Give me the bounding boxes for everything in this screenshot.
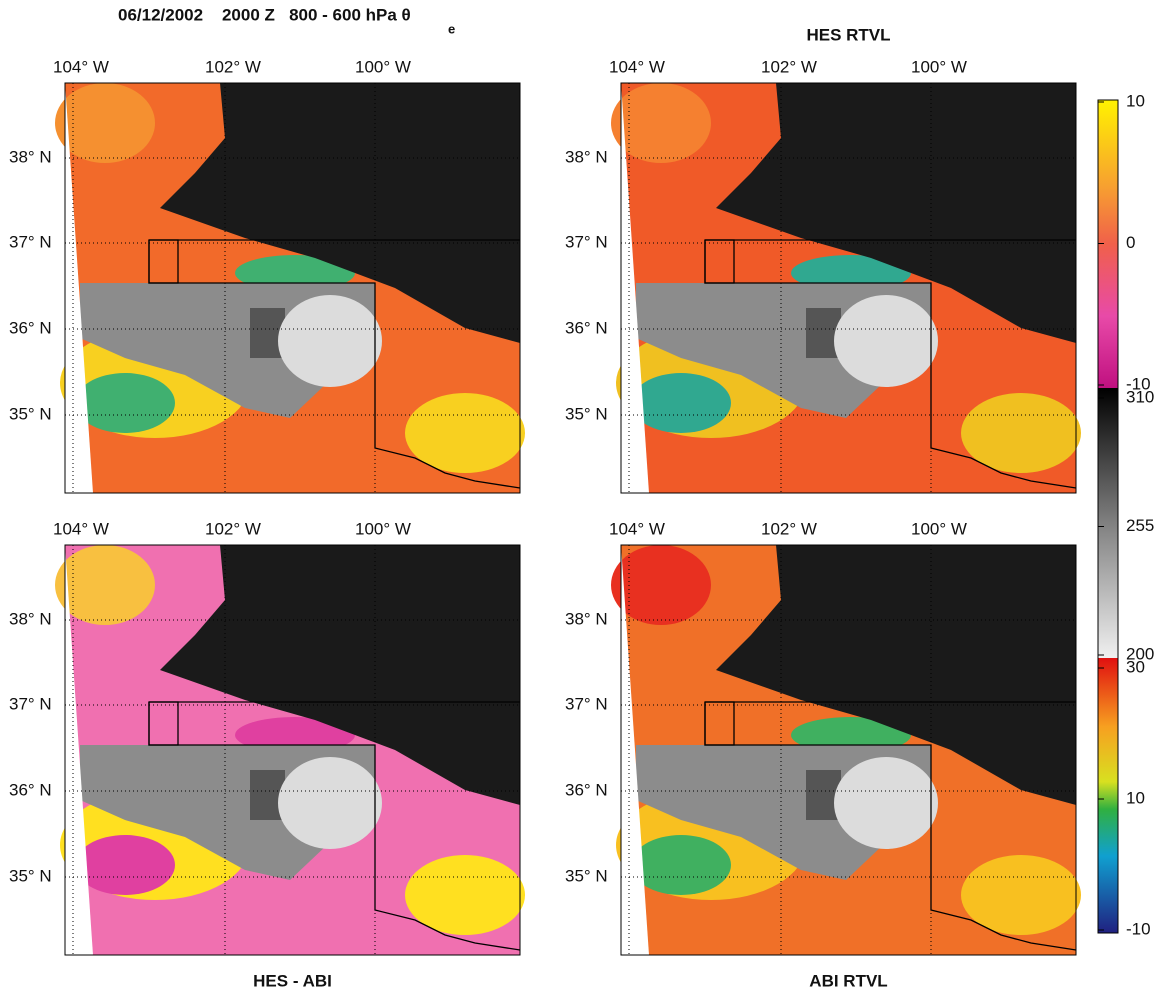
panel-title: HES RTVL bbox=[806, 25, 890, 44]
lat-label: 36° N bbox=[565, 318, 608, 337]
lat-label: 36° N bbox=[9, 318, 52, 337]
field-blob bbox=[611, 83, 711, 163]
lat-label: 35° N bbox=[9, 866, 52, 885]
lon-label: 104° W bbox=[609, 519, 665, 538]
field-blob bbox=[631, 373, 731, 433]
colorbar-label: 0 bbox=[1126, 233, 1135, 252]
colorbar-label: 10 bbox=[1126, 788, 1145, 807]
colorbar-segment bbox=[1098, 388, 1118, 658]
lat-label: 38° N bbox=[9, 147, 52, 166]
colorbar-label: 310 bbox=[1126, 387, 1154, 406]
lat-label: 37° N bbox=[565, 232, 608, 251]
lon-label: 100° W bbox=[911, 57, 967, 76]
panel-title: ABI RTVL bbox=[809, 971, 887, 990]
cloud-white bbox=[278, 295, 382, 387]
colorbar-segment bbox=[1098, 658, 1118, 933]
lat-label: 36° N bbox=[9, 780, 52, 799]
lat-label: 38° N bbox=[565, 609, 608, 628]
lat-label: 37° N bbox=[9, 694, 52, 713]
field-blob bbox=[75, 373, 175, 433]
cloud-white bbox=[834, 757, 938, 849]
lon-label: 104° W bbox=[53, 519, 109, 538]
colorbar-label: 255 bbox=[1126, 516, 1154, 535]
panel-title: HES - ABI bbox=[253, 971, 332, 990]
title-subscript: e bbox=[448, 21, 455, 36]
lon-label: 102° W bbox=[761, 519, 817, 538]
field-blob bbox=[405, 855, 525, 935]
field-blob bbox=[75, 835, 175, 895]
lon-label: 102° W bbox=[761, 57, 817, 76]
colorbar-label: 30 bbox=[1126, 657, 1145, 676]
lon-label: 100° W bbox=[355, 57, 411, 76]
page: {"title":"06/12/2002 2000 Z 800 - 600 hP… bbox=[0, 0, 1163, 999]
title: 06/12/2002 2000 Z 800 - 600 hPa θ bbox=[118, 5, 411, 24]
lat-label: 38° N bbox=[9, 609, 52, 628]
field-blob bbox=[631, 835, 731, 895]
lon-label: 100° W bbox=[911, 519, 967, 538]
lat-label: 36° N bbox=[565, 780, 608, 799]
field-blob bbox=[961, 393, 1081, 473]
field-blob bbox=[405, 393, 525, 473]
lat-label: 38° N bbox=[565, 147, 608, 166]
cloud-white bbox=[834, 295, 938, 387]
field-blob bbox=[55, 545, 155, 625]
colorbar-label: -10 bbox=[1126, 919, 1151, 938]
colorbar-label: 10 bbox=[1126, 91, 1145, 110]
lon-label: 102° W bbox=[205, 519, 261, 538]
lat-label: 37° N bbox=[9, 232, 52, 251]
field-blob bbox=[611, 545, 711, 625]
lon-label: 104° W bbox=[609, 57, 665, 76]
field-blob bbox=[55, 83, 155, 163]
lat-label: 35° N bbox=[9, 404, 52, 423]
cloud-white bbox=[278, 757, 382, 849]
lon-label: 100° W bbox=[355, 519, 411, 538]
lat-label: 35° N bbox=[565, 866, 608, 885]
lat-label: 35° N bbox=[565, 404, 608, 423]
field-blob bbox=[961, 855, 1081, 935]
lon-label: 104° W bbox=[53, 57, 109, 76]
lat-label: 37° N bbox=[565, 694, 608, 713]
lon-label: 102° W bbox=[205, 57, 261, 76]
figure: 06/12/2002 2000 Z 800 - 600 hPa θ e 104°… bbox=[0, 0, 1163, 994]
